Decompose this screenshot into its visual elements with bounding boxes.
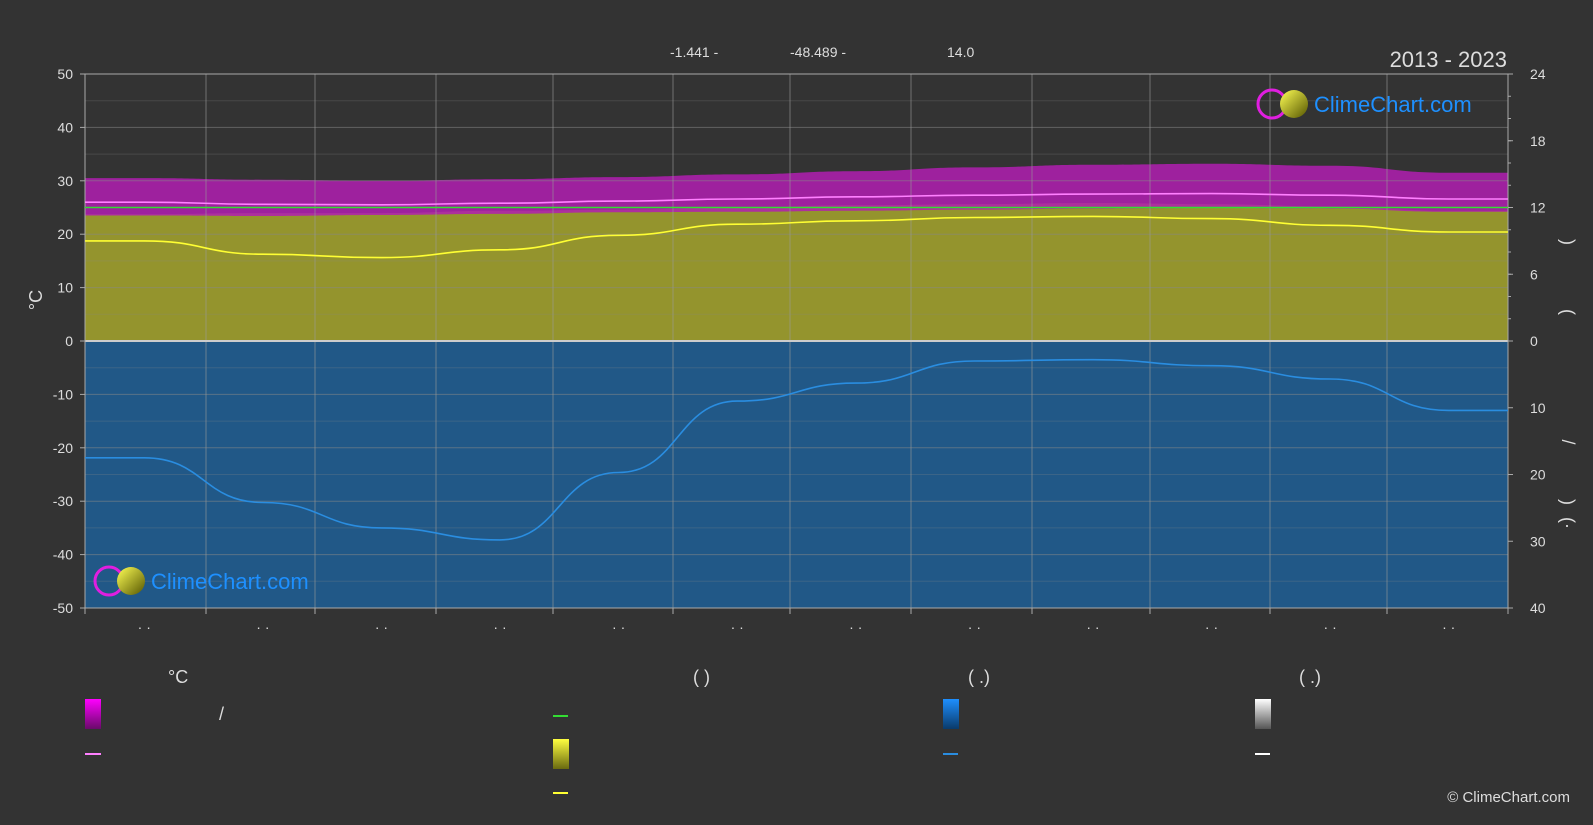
rain-band-layer	[85, 341, 1508, 608]
legend-sunshine-swatch	[553, 739, 569, 769]
left-tick-label: 40	[57, 119, 73, 135]
month-tick-label: · ·	[612, 619, 625, 635]
right-bottom-tick-label: 10	[1530, 400, 1546, 416]
right-axis-title-part: (	[1558, 309, 1578, 315]
grid	[84, 73, 1509, 609]
left-tick-label: -10	[53, 386, 73, 402]
right-top-tick-label: 18	[1530, 133, 1546, 149]
latitude-label: -1.441 -	[670, 44, 719, 60]
right-top-tick-label: 24	[1530, 66, 1546, 82]
month-tick-label: · ·	[1205, 619, 1218, 635]
copyright-label: © ClimeChart.com	[1447, 789, 1570, 806]
left-tick-label: -20	[53, 440, 73, 456]
left-tick-label: 50	[57, 66, 73, 82]
left-tick-label: 20	[57, 226, 73, 242]
logo-text: ClimeChart.com	[151, 569, 309, 594]
logo-globe-icon	[117, 567, 145, 595]
legend-snow-swatch	[1255, 699, 1271, 729]
legend-slash: /	[219, 704, 224, 724]
right-top-tick-label: 0	[1530, 333, 1538, 349]
month-tick-label: · ·	[256, 619, 269, 635]
month-tick-label: · ·	[968, 619, 981, 635]
month-axis-ticks: · · · · · · · · · · · · · · · · · · · · · · · ·	[84, 608, 1509, 635]
legend-heading-snow: ( .)	[1299, 667, 1321, 687]
right-axis-title-part: /	[1558, 439, 1578, 444]
left-tick-label: -50	[53, 600, 73, 616]
right-bottom-tick-label: 40	[1530, 600, 1546, 616]
sunshine-band-layer	[85, 203, 1508, 341]
month-tick-label: · ·	[849, 619, 862, 635]
legend-heading-temperature: °C	[168, 667, 188, 687]
temperature-band	[85, 163, 1508, 216]
right-axis-bottom-ticks: 10 20 30 40	[1508, 400, 1546, 616]
elevation-label: 14.0	[947, 44, 974, 60]
series-lines	[85, 192, 1508, 541]
left-tick-label: 30	[57, 173, 73, 189]
right-top-tick-label: 6	[1530, 266, 1538, 282]
right-axis-top-ticks: 24 18 12 6 0	[1508, 66, 1546, 349]
month-tick-label: · ·	[375, 619, 388, 635]
left-tick-label: -30	[53, 493, 73, 509]
sunshine-band	[85, 203, 1508, 341]
series-line-1	[85, 192, 1508, 206]
precipitation-band	[85, 341, 1508, 608]
logo-text: ClimeChart.com	[1314, 92, 1472, 117]
right-axis-title-part: )	[1558, 239, 1578, 245]
series-line-4	[85, 215, 1508, 259]
right-axis-title: ) ( /) (·	[1558, 239, 1578, 529]
legend-temp-range-swatch	[85, 699, 101, 729]
legend-heading-sunshine: ( )	[693, 667, 710, 687]
series-line-6	[85, 358, 1508, 541]
legend: °C ( ) ( .) ( .) /	[85, 667, 1321, 794]
legend-heading-rain: ( .)	[968, 667, 990, 687]
month-tick-label: · ·	[493, 619, 506, 635]
longitude-label: -48.489 -	[790, 44, 846, 60]
right-bottom-tick-label: 30	[1530, 533, 1546, 549]
temp-band-layer	[85, 163, 1508, 216]
right-top-tick-label: 12	[1530, 200, 1546, 216]
right-axis-title-part: (·	[1558, 517, 1578, 529]
month-tick-label: · ·	[138, 619, 151, 635]
month-tick-label: · ·	[1442, 619, 1455, 635]
left-axis-ticks: 50 40 30 20 10 0 -10 -20 -30 -40 -50	[53, 66, 85, 616]
logo-bottom-left: ClimeChart.com	[93, 565, 309, 597]
logo-globe-icon	[1280, 90, 1308, 118]
left-tick-label: 0	[65, 333, 73, 349]
period-label: 2013 - 2023	[1390, 47, 1507, 72]
left-axis-title: °C	[26, 290, 46, 310]
right-axis-title-part: )	[1558, 499, 1578, 505]
month-tick-label: · ·	[731, 619, 744, 635]
logo-top-right: ClimeChart.com	[1256, 88, 1472, 120]
left-tick-label: 10	[57, 280, 73, 296]
legend-rain-swatch	[943, 699, 959, 729]
left-tick-label: -40	[53, 547, 73, 563]
right-bottom-tick-label: 20	[1530, 467, 1546, 483]
month-tick-label: · ·	[1324, 619, 1337, 635]
month-tick-label: · ·	[1086, 619, 1099, 635]
